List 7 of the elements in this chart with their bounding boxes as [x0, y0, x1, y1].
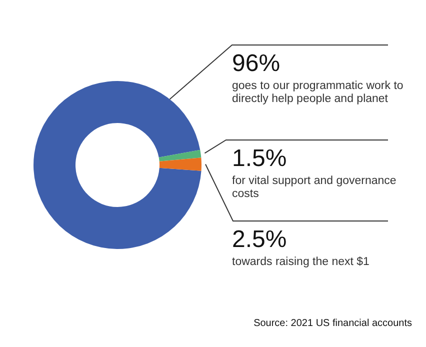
source-note: Source: 2021 US financial accounts — [254, 318, 412, 329]
data-label: 2.5% — [232, 226, 288, 254]
slice-label: for vital support and governance costs — [232, 175, 398, 201]
slice-label: towards raising the next $1 — [232, 256, 370, 269]
data-label: 1.5% — [232, 145, 288, 173]
data-label: 96% — [232, 50, 282, 78]
slice-label: goes to our programmatic work to directly help people and planet — [232, 80, 404, 106]
